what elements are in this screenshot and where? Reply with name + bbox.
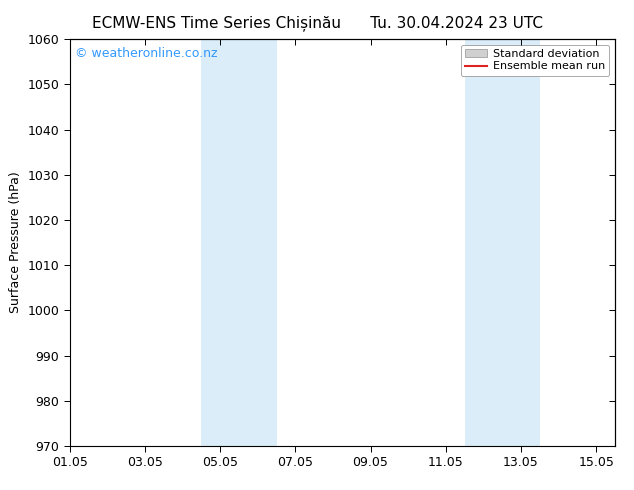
Y-axis label: Surface Pressure (hPa): Surface Pressure (hPa) <box>9 172 22 314</box>
Text: © weatheronline.co.nz: © weatheronline.co.nz <box>75 48 217 60</box>
Bar <box>465 39 540 446</box>
Text: ECMW-ENS Time Series Chișinău      Tu. 30.04.2024 23 UTC: ECMW-ENS Time Series Chișinău Tu. 30.04.… <box>91 15 543 30</box>
Legend: Standard deviation, Ensemble mean run: Standard deviation, Ensemble mean run <box>460 45 609 76</box>
Bar <box>202 39 276 446</box>
